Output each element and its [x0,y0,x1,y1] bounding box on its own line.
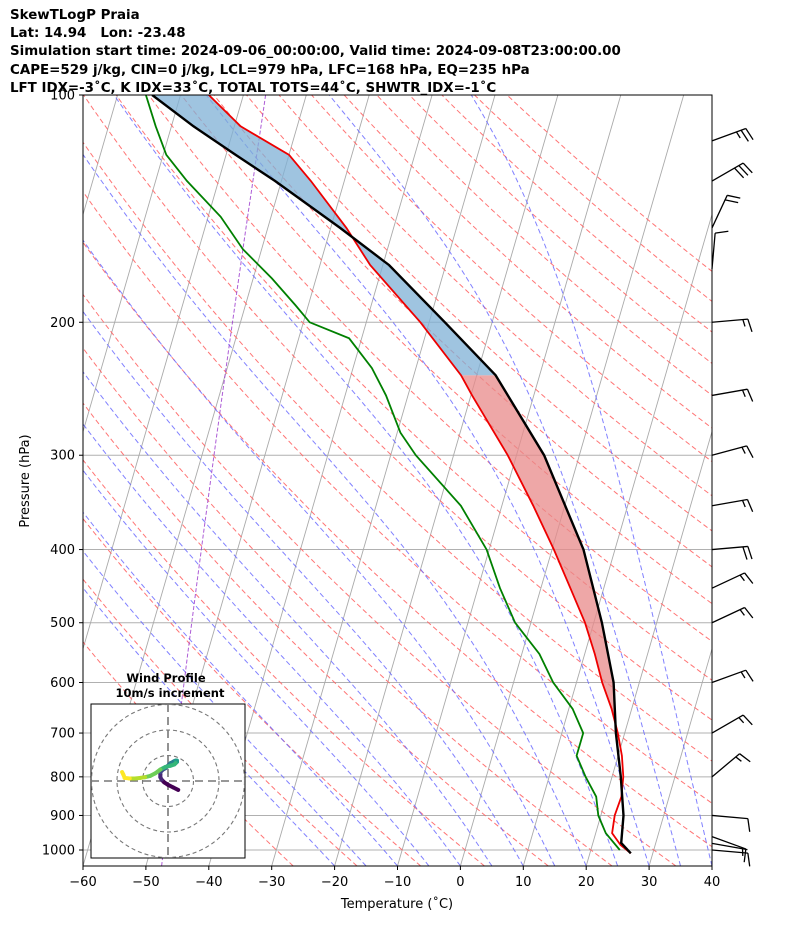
dry-adiabat-line [180,95,712,605]
chart-header: SkewTLogP Praia Lat: 14.94 Lon: -23.48 S… [10,7,621,98]
wind-barb [711,127,754,142]
y-axis-label: Pressure (hPa) [18,434,33,527]
cape-line: CAPE=529 j/kg, CIN=0 j/kg, LCL=979 hPa, … [10,62,530,78]
x-tick-label: −60 [69,875,96,890]
dry-adiabat-line [83,293,677,866]
wind-barbs [711,127,754,867]
x-tick-label: −40 [195,875,222,890]
isotherm-line [271,95,496,866]
isotherm-line [208,95,433,866]
x-tick-label: −30 [258,875,285,890]
x-tick-label: −50 [132,875,159,890]
dry-adiabat-line [83,241,712,848]
hodograph-title: Wind Profile [126,671,206,685]
moist-adiabat-line [83,469,430,866]
y-tick-label: 800 [50,770,75,785]
isotherm-line [334,95,559,866]
wind-barb [711,318,753,333]
dry-adiabat-line [83,141,712,762]
chart-title: SkewTLogP Praia [10,8,140,23]
x-axis-label: Temperature (˚C) [340,896,453,912]
x-tick-label: −10 [384,875,411,890]
y-tick-label: 600 [50,676,75,691]
dry-adiabat-line [213,95,712,568]
moist-adiabat-line [83,511,398,866]
dry-adiabat-line [148,95,712,643]
location-line: Lat: 14.94 Lon: -23.48 [10,26,186,42]
x-tick-label: 0 [456,875,464,890]
x-tick-label: 30 [641,875,658,890]
hodograph-inset: Wind Profile 10m/s increment [90,671,246,859]
axes: −60 −50 −40 −30 −20 −10 0 10 20 30 40 1000 900 800 700… [42,89,720,891]
moist-adiabat-line [83,239,556,866]
cape-area [461,375,618,734]
wind-barb [711,445,754,458]
x-tick-label: 40 [704,875,721,890]
dry-adiabat-line [343,95,712,429]
moist-adiabat-line [83,310,524,866]
moist-adiabat-line [83,550,367,866]
moist-adiabat-line [328,95,681,866]
isotherm-line [711,864,712,866]
dry-adiabat-line [115,95,712,681]
y-tick-label: 100 [50,89,75,104]
x-tick-label: 10 [515,875,532,890]
y-tick-label: 700 [50,727,75,742]
isotherm-line [83,95,244,651]
wind-barb [711,836,747,863]
wind-barb [711,545,753,560]
wind-barb [711,849,751,867]
wind-barb [711,194,741,229]
dry-adiabat-line [83,95,712,721]
wind-barb [711,230,729,270]
isotherm-line [522,212,712,866]
wind-barb [711,814,751,832]
dewpoint-line [145,95,621,851]
y-tick-label: 500 [50,616,75,631]
wind-barb [711,388,754,402]
moist-adiabat-line [83,371,493,866]
isotherm-line [648,647,712,866]
moist-adiabat-line [83,153,587,866]
y-tick-label: 200 [50,316,75,331]
moist-adiabat-line [470,95,712,866]
indices-line: LFT IDX=-3˚C, K IDX=33˚C, TOTAL TOTS=44˚… [10,80,497,96]
dry-adiabat-line [83,347,613,866]
wind-barb [711,669,754,684]
dry-adiabat-line [83,190,712,804]
isotherm-line [459,95,685,866]
parcel-line [151,95,632,855]
x-tick-label: −20 [321,875,348,890]
moist-adiabat-line [83,587,335,866]
moist-adiabat-line [205,95,650,866]
y-tick-label: 900 [50,809,75,824]
wind-barb [711,842,748,856]
dry-adiabat-line [311,95,712,463]
x-tick-label: 20 [578,875,595,890]
dry-adiabat-line [506,95,712,272]
dry-adiabat-line [278,95,712,497]
time-line: Simulation start time: 2024-09-06_00:00:… [10,44,621,60]
wind-barb [711,162,753,182]
hodograph-ring [141,754,195,808]
wind-barb [711,572,754,589]
cin-area [152,95,496,376]
hodograph-subtitle: 10m/s increment [116,686,225,700]
isotherm-line [585,430,712,866]
y-tick-label: 400 [50,543,75,558]
y-tick-label: 1000 [42,844,75,859]
y-tick-label: 300 [50,449,75,464]
wind-barb [711,498,754,513]
moist-adiabat-line [83,423,461,866]
wind-barb [711,714,753,734]
wind-barb [711,753,751,778]
dry-adiabat-line [83,459,485,866]
hodograph-segment [120,770,126,777]
isotherm-line [83,95,181,434]
dry-adiabat-line [83,402,549,866]
wind-barb [711,606,754,624]
